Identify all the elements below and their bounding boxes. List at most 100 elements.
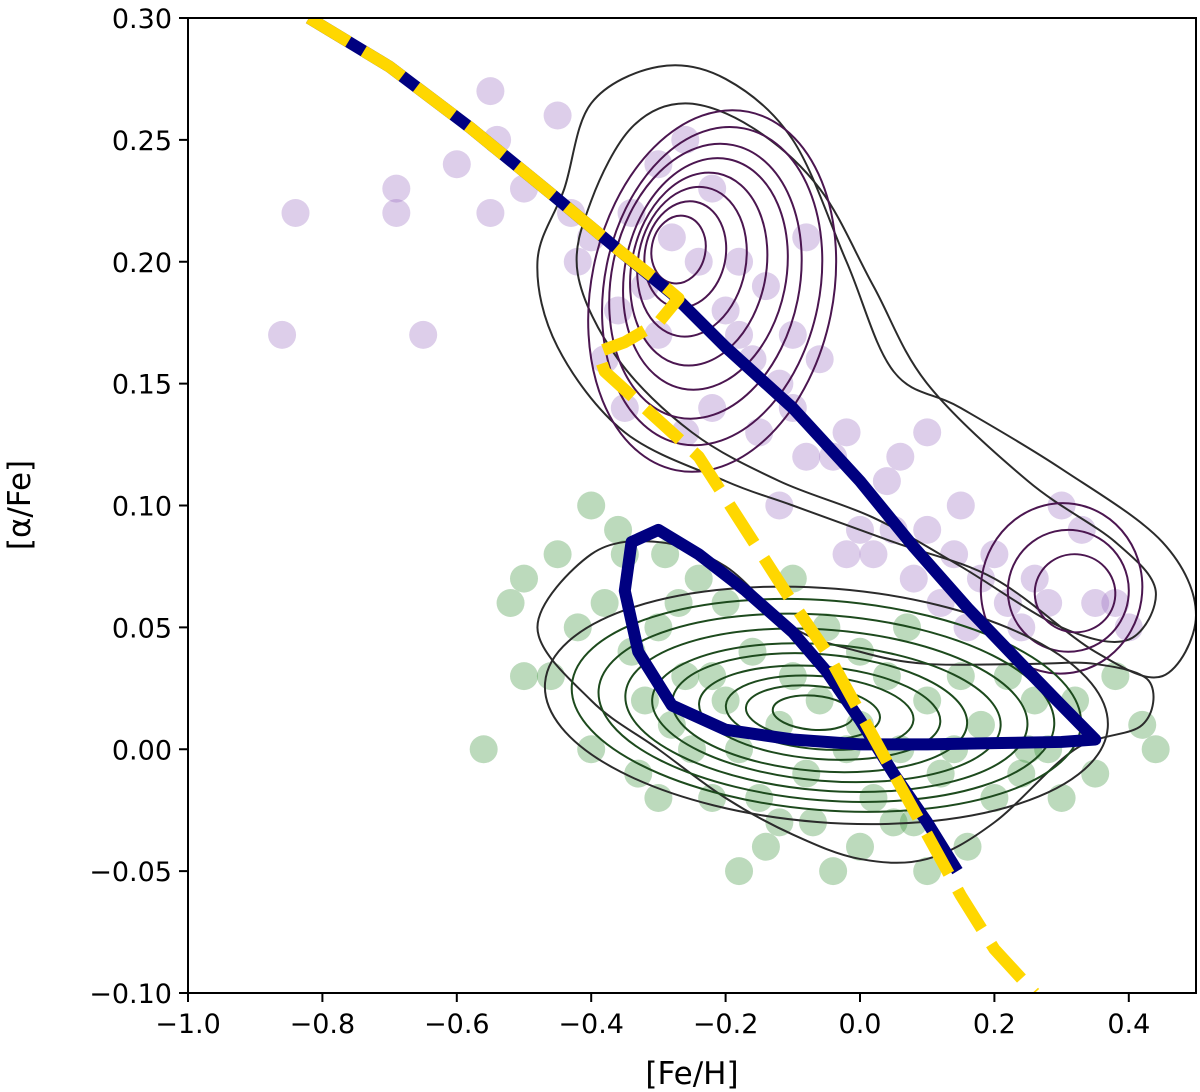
y-tick-label: 0.00 xyxy=(112,735,172,766)
scatter-point xyxy=(617,199,646,227)
scatter-point xyxy=(1081,589,1110,617)
scatter-point xyxy=(872,467,901,496)
scatter-point xyxy=(792,223,821,252)
scatter-point xyxy=(738,637,767,666)
scatter-point xyxy=(913,515,942,544)
scatter-point xyxy=(725,857,754,886)
scatter-point xyxy=(1007,613,1036,642)
scatter-point xyxy=(476,199,505,227)
scatter-point xyxy=(745,784,774,812)
scatter-point xyxy=(805,686,834,715)
scatter-point xyxy=(382,174,411,203)
scatter-point xyxy=(281,199,310,227)
scatter-point xyxy=(792,759,821,788)
scatter-point xyxy=(409,320,438,349)
contour-line xyxy=(608,142,803,420)
contour-line xyxy=(1006,528,1130,653)
y-tick-label: 0.15 xyxy=(112,370,172,401)
scatter-point xyxy=(1141,735,1170,764)
scatter-point xyxy=(946,662,975,691)
scatter-point xyxy=(1047,784,1076,812)
x-tick-label: 0.4 xyxy=(1107,1009,1150,1040)
scatter-point xyxy=(577,735,606,764)
scatter-point xyxy=(268,320,297,349)
scatter-point xyxy=(745,418,774,447)
scatter-point xyxy=(657,223,686,252)
x-tick-label: −1.0 xyxy=(155,1009,221,1040)
scatter-point xyxy=(946,491,975,520)
scatter-point xyxy=(590,589,619,617)
scatter-point xyxy=(671,662,700,691)
x-tick-label: 0.0 xyxy=(839,1009,882,1040)
scatter-point xyxy=(684,564,713,593)
scatter-point xyxy=(644,320,673,349)
scatter-point xyxy=(577,491,606,520)
contour-line xyxy=(597,612,1056,803)
y-tick-label: 0.05 xyxy=(112,613,172,644)
contour-line xyxy=(636,185,748,338)
scatter-point xyxy=(980,540,1009,569)
contour-line xyxy=(587,109,838,473)
scatter-point xyxy=(1034,589,1063,617)
scatter-point xyxy=(604,515,633,544)
scatter-point xyxy=(913,857,942,886)
x-axis-label: [Fe/H] xyxy=(645,1056,738,1092)
scatter-point xyxy=(610,394,639,422)
plot-area xyxy=(268,18,1196,993)
y-tick-label: 0.20 xyxy=(112,248,172,279)
scatter-point xyxy=(496,589,525,617)
contour-line xyxy=(624,627,1029,794)
scatter-point xyxy=(698,784,727,812)
scatter-point xyxy=(832,540,861,569)
scatter-point xyxy=(765,808,794,837)
y-axis: −0.10 −0.05 0.00 0.05 0.10 0.15 0.20 0.25 0.30 xyxy=(89,4,188,1010)
scatter-point xyxy=(886,442,915,471)
x-tick-label: −0.2 xyxy=(693,1009,759,1040)
scatter-point xyxy=(657,710,686,739)
y-axis-label: [α/Fe] xyxy=(2,460,38,550)
x-tick-label: −0.8 xyxy=(290,1009,356,1040)
x-axis: −1.0 −0.8 −0.6 −0.4 −0.2 0.0 0.2 0.4 xyxy=(155,993,1150,1040)
scatter-point xyxy=(940,540,969,569)
scatter-point xyxy=(966,710,995,739)
scatter-point xyxy=(644,150,673,179)
scatter-point xyxy=(469,735,498,764)
scatter-point xyxy=(563,247,592,276)
contour-line xyxy=(979,502,1144,675)
model-solid-line xyxy=(305,18,1102,875)
y-tick-label: 0.30 xyxy=(112,4,172,35)
scatter-point xyxy=(536,662,565,691)
y-tick-label: 0.10 xyxy=(112,492,172,523)
scatter-point xyxy=(725,247,754,276)
y-tick-label: −0.10 xyxy=(89,979,172,1010)
contour-line xyxy=(536,540,1155,864)
scatter-point xyxy=(899,564,928,593)
scatter-point xyxy=(832,418,861,447)
scatter-point xyxy=(651,540,680,569)
y-tick-label: 0.25 xyxy=(112,126,172,157)
scatter-point xyxy=(1101,589,1130,617)
contour-line xyxy=(543,585,1109,826)
scatter-point xyxy=(792,442,821,471)
model-lines-layer xyxy=(305,18,1102,993)
scatter-point xyxy=(543,101,572,130)
x-tick-label: −0.6 xyxy=(424,1009,490,1040)
x-tick-label: 0.2 xyxy=(973,1009,1016,1040)
contour-line xyxy=(651,642,1002,784)
y-tick-label: −0.05 xyxy=(89,857,172,888)
x-tick-label: −0.4 xyxy=(558,1009,624,1040)
scatter-point xyxy=(846,832,874,861)
scatter-point xyxy=(725,735,754,764)
scatter-point xyxy=(1007,759,1036,788)
scatter-point xyxy=(819,857,848,886)
contour-line xyxy=(1033,553,1117,634)
scatter-point xyxy=(476,77,505,106)
scatter-point xyxy=(510,662,538,691)
contour-line xyxy=(601,126,824,447)
scatter-point xyxy=(980,784,1009,812)
scatter-point xyxy=(644,613,673,642)
scatter-point xyxy=(765,491,794,520)
scatter-point xyxy=(778,320,807,349)
scatter-point xyxy=(751,272,780,301)
